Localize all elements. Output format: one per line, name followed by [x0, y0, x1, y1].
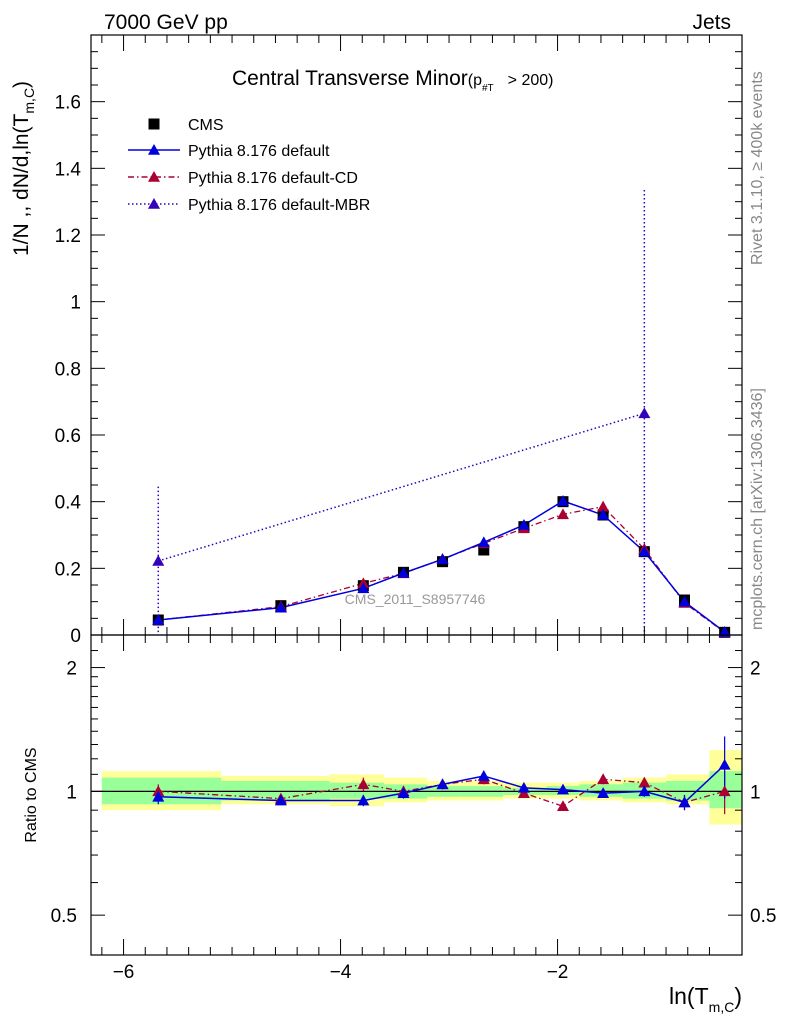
chart-title-cut: (p [468, 72, 482, 89]
y-tick-label: 0 [70, 626, 81, 647]
ratio-y-tick-label-right: 1 [750, 782, 761, 803]
marker-default [638, 545, 651, 557]
uncertainty-band-inner [329, 782, 384, 799]
series-line-default-cd [158, 505, 726, 633]
legend-marker-cms [148, 118, 160, 130]
ratio-y-axis-label: Ratio to CMS [23, 747, 40, 842]
legend-entry: Pythia 8.176 default-CD [128, 170, 358, 187]
legend-marker [148, 171, 160, 182]
marker-default [597, 509, 610, 520]
marker-default [357, 582, 370, 594]
marker-default [517, 519, 530, 530]
marker-default-mbr [152, 555, 165, 566]
ratio-marker-default [638, 785, 651, 797]
ratio-marker-default-cd [556, 800, 569, 812]
data-point-cms [478, 544, 490, 556]
main-panel: 0 0.2 0.4 0.6 0.8 1 1.2 1.4 1.6 CMS_2011_S895774… [10, 34, 743, 647]
chart-title-cut-rest: > 200) [508, 72, 554, 89]
svg-text:Central Transverse Minor(p#T>: Central Transverse Minor(p#T > 200) [232, 67, 553, 94]
process-label: Jets [692, 11, 731, 34]
y-tick-label: 1.6 [55, 93, 81, 114]
legend-entry: Pythia 8.176 default [128, 143, 330, 160]
ratio-y-tick-label-right: 0.5 [750, 906, 776, 927]
marker-default [678, 595, 691, 607]
legend-label: Pythia 8.176 default-MBR [188, 197, 370, 214]
uncertainty-band-inner [221, 780, 330, 801]
x-tick-label: −2 [547, 962, 569, 983]
ratio-marker-default [357, 794, 370, 806]
ratio-marker-default-cd [718, 785, 731, 797]
marker-default-cd [556, 508, 569, 520]
marker-default [477, 536, 490, 548]
x-axis-label: ln(Tm,C) [669, 983, 742, 1015]
ratio-marker-default-cd [638, 776, 651, 788]
marker-default [436, 553, 449, 565]
ratio-marker-default [152, 790, 165, 802]
ratio-y-tick-label: 2 [66, 659, 77, 680]
ratio-marker-default-cd [152, 785, 165, 797]
legend-marker [148, 198, 160, 209]
y-tick-label: 1.2 [55, 226, 81, 247]
legend-label: Pythia 8.176 default-CD [188, 170, 358, 187]
marker-default [718, 626, 731, 637]
marker-default [397, 567, 410, 578]
ratio-y-tick-label: 0.5 [51, 906, 77, 927]
series-line-default-mbr [158, 412, 645, 562]
analysis-watermark: CMS_2011_S8957746 [345, 591, 486, 607]
uncertainty-band-inner [579, 784, 623, 797]
ratio-y-tick-label: 1 [66, 782, 77, 803]
marker-default [556, 495, 569, 506]
main-axis-ticks: 0 0.2 0.4 0.6 0.8 1 1.2 1.4 1.6 [55, 35, 742, 647]
ratio-panel: 0.5 0.5 1 1 2 2 −6 −4 −2 Ratio to CMS [23, 634, 776, 983]
ratio-plot-frame [90, 634, 743, 956]
ratio-marker-default [718, 758, 731, 770]
ratio-marker-default [517, 781, 530, 793]
legend-label: Pythia 8.176 default [188, 143, 330, 160]
marker-default-mbr [638, 407, 651, 419]
chart-title-main: Central Transverse Minor [232, 67, 468, 90]
ratio-line-default-cd [158, 778, 725, 807]
legend: CMS Pythia 8.176 default Pythia 8.176 defa… [128, 117, 370, 214]
marker-default [152, 614, 165, 625]
rivet-label: Rivet 3.1.10, ≥ 400k events [749, 71, 766, 265]
ratio-marker-default [436, 778, 449, 790]
y-tick-label: 1.4 [55, 159, 82, 180]
marker-default-cd [597, 500, 610, 512]
mcplots-label: mcplots.cern.ch [arXiv:1306.3436] [749, 388, 766, 630]
marker-default [274, 601, 287, 613]
y-tick-label: 0.4 [55, 493, 82, 514]
y-tick-label: 0.6 [55, 426, 81, 447]
ratio-marker-default-cd [597, 773, 610, 785]
chart-title: Central Transverse Minor(p#T > 200) [232, 67, 553, 94]
chart-title-cut-sub: #T [482, 83, 494, 94]
ratio-y-tick-label-right: 2 [750, 659, 761, 680]
ratio-marker-default [477, 769, 490, 781]
energy-label: 7000 GeV pp [104, 11, 228, 34]
y-tick-label: 1 [70, 293, 81, 314]
ratio-marker-default [397, 787, 410, 798]
y-tick-label: 0.2 [55, 559, 81, 580]
x-tick-label: −4 [330, 962, 352, 983]
legend-entry: CMS [148, 117, 224, 134]
legend-entry: Pythia 8.176 default-MBR [128, 197, 370, 214]
series-line-default [158, 500, 726, 633]
legend-label: CMS [188, 117, 224, 134]
ratio-marker-default [556, 783, 569, 795]
ratio-marker-default [597, 787, 610, 798]
y-axis-label: 1/N ,, dN/d,ln(Tm,C) [10, 81, 37, 256]
legend-marker [148, 144, 160, 155]
uncertainty-band-inner [666, 780, 710, 801]
ratio-axis-ticks: 0.5 0.5 1 1 2 2 −6 −4 −2 [51, 635, 776, 983]
ratio-marker-default-cd [357, 778, 370, 790]
ratio-line-default [158, 764, 726, 804]
ratio-marker-default [678, 796, 691, 808]
ratio-marker-default [274, 794, 287, 806]
y-tick-label: 0.8 [55, 359, 81, 380]
x-tick-label: −6 [113, 962, 135, 983]
